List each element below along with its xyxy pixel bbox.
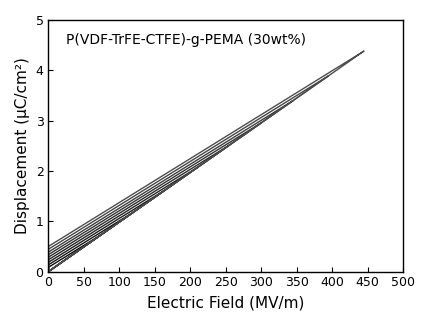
Text: P(VDF-TrFE-CTFE)-g-PEMA (30wt%): P(VDF-TrFE-CTFE)-g-PEMA (30wt%) [66,32,306,46]
Y-axis label: Displacement (μC/cm²): Displacement (μC/cm²) [15,57,30,234]
X-axis label: Electric Field (MV/m): Electric Field (MV/m) [147,295,304,310]
